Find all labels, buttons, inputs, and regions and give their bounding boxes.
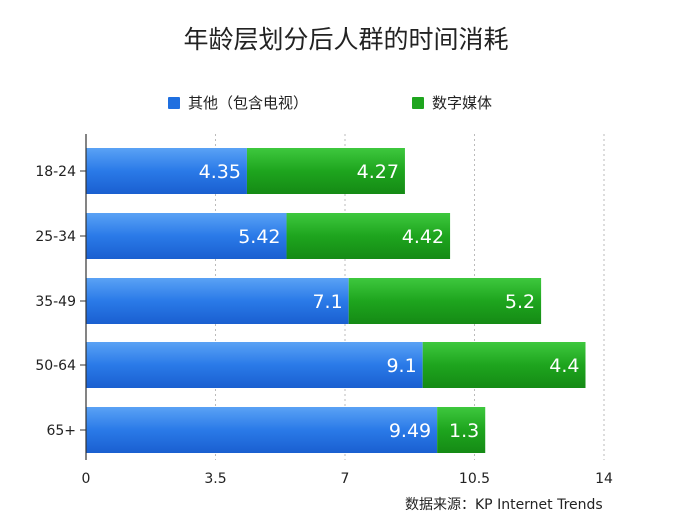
data-label: 5.42 [238, 226, 280, 248]
bar-segment-2 [348, 278, 542, 324]
bar-segment-1 [86, 148, 247, 194]
x-tick-label: 10.5 [459, 471, 490, 487]
bars [86, 148, 586, 453]
y-tick-label: 18-24 [35, 164, 76, 180]
legend-swatch-series-1 [168, 96, 180, 109]
legend-label-series-1: 其他（包含电视） [188, 94, 309, 112]
data-label: 4.27 [357, 161, 399, 183]
chart-title: 年龄层划分后人群的时间消耗 [183, 25, 509, 54]
data-labels: 4.35 4.27 5.42 4.42 7.1 5.2 9.1 4.4 9.49 1.3 [199, 161, 580, 442]
y-tick-label: 65+ [46, 423, 76, 439]
data-label: 9.49 [389, 420, 431, 442]
y-tick-label: 50-64 [35, 358, 76, 374]
x-tick-label: 14 [595, 471, 613, 487]
legend-item-series-1: 其他（包含电视） [168, 92, 308, 113]
legend: 其他（包含电视） 数字媒体 [0, 92, 692, 114]
data-label: 4.35 [199, 161, 241, 183]
legend-swatch-series-2 [412, 96, 424, 109]
x-tick-label: 7 [341, 471, 350, 487]
legend-item-series-2: 数字媒体 [412, 92, 492, 113]
x-tick-label: 0 [82, 471, 91, 487]
y-tick-label: 35-49 [35, 294, 76, 310]
bar-segment-2 [437, 407, 486, 453]
data-label: 7.1 [312, 291, 342, 313]
legend-label-series-2: 数字媒体 [432, 94, 493, 112]
data-label: 9.1 [386, 355, 416, 377]
grid-lines [215, 134, 605, 460]
bar-segment-2 [246, 148, 405, 194]
data-label: 1.3 [449, 420, 479, 442]
bar-segment-1 [86, 278, 349, 324]
data-label: 4.4 [549, 355, 579, 377]
bar-segment-1 [86, 213, 287, 259]
y-tick-label: 25-34 [35, 229, 76, 245]
data-label: 5.2 [505, 291, 535, 313]
bar-segment-1 [86, 342, 423, 388]
bar-segment-2 [286, 213, 451, 259]
bar-segment-2 [422, 342, 586, 388]
axes: 0 3.5 7 10.5 14 18-24 25-34 35-49 50-64 65+ [35, 134, 613, 487]
x-tick-label: 3.5 [204, 471, 226, 487]
source-note: 数据来源：KP Internet Trends [405, 497, 603, 513]
bar-segment-1 [86, 407, 438, 453]
data-label: 4.42 [402, 226, 444, 248]
